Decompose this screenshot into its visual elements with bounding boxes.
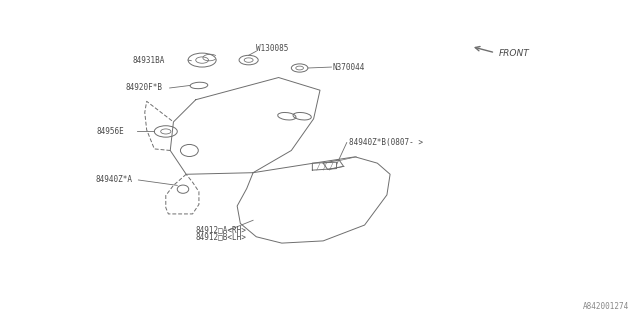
Text: 84912□B<LH>: 84912□B<LH>: [196, 232, 246, 241]
Text: 84940Z*A: 84940Z*A: [96, 175, 132, 185]
Text: 84956E: 84956E: [97, 127, 125, 136]
Text: 84912□A<RH>: 84912□A<RH>: [196, 225, 246, 234]
Text: A842001274: A842001274: [583, 302, 629, 311]
Text: 84940Z*B(0807- >: 84940Z*B(0807- >: [349, 138, 422, 147]
Text: 84931BA: 84931BA: [132, 56, 164, 65]
Text: 84920F*B: 84920F*B: [125, 84, 163, 92]
Text: FRONT: FRONT: [499, 49, 529, 58]
Text: N370044: N370044: [333, 62, 365, 72]
Text: W130085: W130085: [256, 44, 289, 52]
